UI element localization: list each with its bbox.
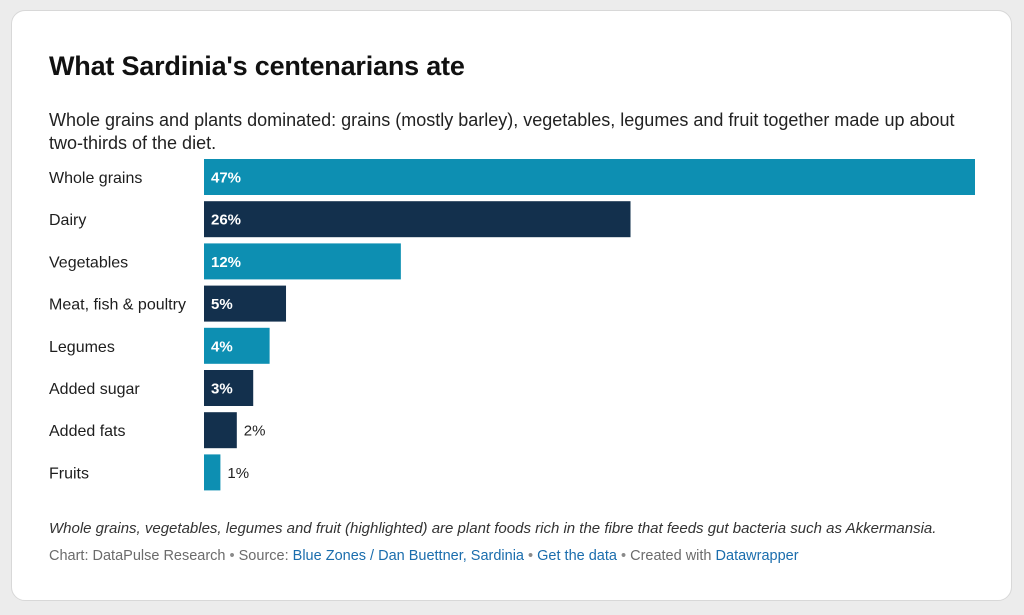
category-label: Added fats [49,423,126,440]
value-label: 3% [211,381,233,398]
chart-subtitle: Whole grains and plants dominated: grain… [49,110,955,153]
value-label: 2% [244,423,266,440]
bar [204,370,254,406]
bar [204,327,270,364]
source-link[interactable]: Blue Zones / Dan Buettner, Sardinia [292,548,524,564]
footer-separator: • [620,548,627,564]
bar [204,412,237,449]
datawrapper-link[interactable]: Datawrapper [715,548,799,564]
category-label: Dairy [49,212,86,229]
footer-source-prefix: Source: [238,548,289,564]
chart-notes: Whole grains, vegetables, legumes and fr… [49,520,937,537]
value-label: 47% [211,170,241,187]
category-label: Added sugar [49,381,140,398]
bar-chart: Whole grains 47% Dairy 26% Vegetables 12% Meat… [49,159,975,491]
category-label: Legumes [49,339,115,356]
bar [204,454,221,491]
footer-separator: • [229,548,235,564]
chart-footer: Chart: DataPulse Research • Source: Blue… [49,548,799,564]
value-label: 4% [211,338,233,355]
bar [204,159,975,195]
category-label: Fruits [49,465,89,482]
value-label: 5% [211,296,233,313]
bar [204,201,631,238]
category-label: Vegetables [49,254,128,271]
value-label: 12% [211,254,241,271]
chart-title: What Sardinia's centenarians ate [49,51,465,81]
bar [204,243,401,280]
footer-separator: • [528,548,534,564]
footer-chart-credit: Chart: DataPulse Research [49,548,226,564]
category-label: Meat, fish & poultry [49,297,186,314]
chart-card: What Sardinia's centenarians ate Whole g… [11,10,1012,601]
bar [204,285,287,322]
footer-created-prefix: Created with [630,548,712,564]
value-label: 26% [211,212,241,229]
bars-layer: Whole grains 47% Dairy 26% Vegetables 12% Meat… [49,159,975,491]
get-data-link[interactable]: Get the data [537,548,617,564]
category-label: Whole grains [49,170,142,187]
value-label: 1% [227,465,249,482]
